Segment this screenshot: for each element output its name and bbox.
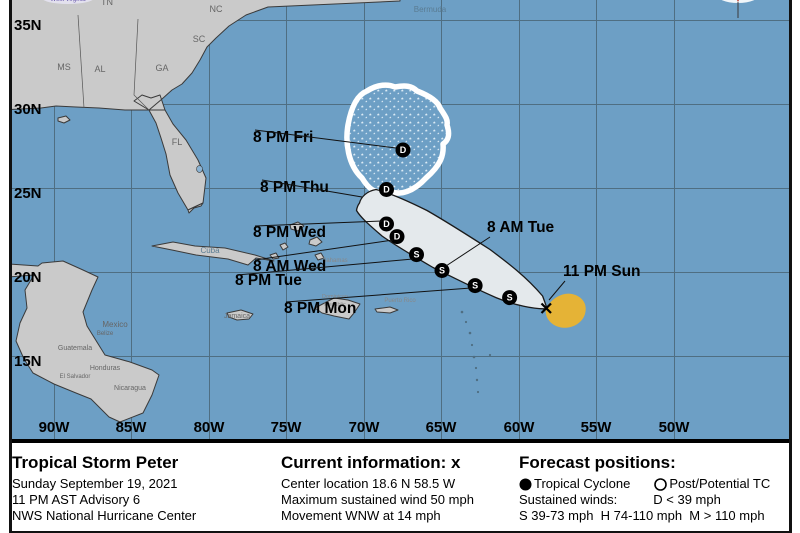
svg-text:Bermuda: Bermuda bbox=[414, 5, 447, 14]
svg-text:85W: 85W bbox=[116, 419, 148, 436]
svg-text:S: S bbox=[472, 281, 478, 291]
svg-text:S: S bbox=[507, 293, 513, 303]
svg-text:Puerto Rico: Puerto Rico bbox=[384, 298, 416, 304]
svg-text:35N: 35N bbox=[14, 17, 42, 34]
svg-text:80W: 80W bbox=[194, 419, 226, 436]
svg-text:AL: AL bbox=[94, 64, 105, 74]
svg-text:D: D bbox=[383, 185, 390, 195]
svg-text:Nicaragua: Nicaragua bbox=[114, 385, 146, 392]
svg-text:Belize: Belize bbox=[97, 331, 114, 337]
svg-text:50W: 50W bbox=[659, 419, 691, 436]
svg-text:8 PM Fri: 8 PM Fri bbox=[253, 129, 313, 146]
svg-text:8 PM Wed: 8 PM Wed bbox=[253, 224, 326, 241]
svg-text:20N: 20N bbox=[14, 269, 42, 286]
svg-text:Jamaica: Jamaica bbox=[224, 313, 250, 320]
svg-text:D: D bbox=[394, 232, 401, 242]
svg-text:11 PM Sun: 11 PM Sun bbox=[563, 263, 641, 280]
svg-text:Mexico: Mexico bbox=[102, 320, 128, 329]
svg-text:Cuba: Cuba bbox=[200, 246, 220, 255]
svg-text:15N: 15N bbox=[14, 353, 42, 370]
svg-text:Honduras: Honduras bbox=[90, 365, 121, 372]
svg-text:65W: 65W bbox=[426, 419, 458, 436]
svg-text:S: S bbox=[439, 266, 445, 276]
svg-text:8 PM Mon: 8 PM Mon bbox=[284, 300, 356, 317]
svg-text:NC: NC bbox=[210, 4, 223, 14]
svg-text:West Virginia: West Virginia bbox=[50, 0, 86, 3]
svg-text:90W: 90W bbox=[39, 419, 71, 436]
svg-text:25N: 25N bbox=[14, 185, 42, 202]
svg-text:Guatemala: Guatemala bbox=[58, 345, 92, 352]
svg-text:30N: 30N bbox=[14, 101, 42, 118]
svg-text:70W: 70W bbox=[349, 419, 381, 436]
svg-text:8 AM Tue: 8 AM Tue bbox=[487, 219, 555, 236]
svg-text:MS: MS bbox=[57, 62, 71, 72]
svg-text:FL: FL bbox=[172, 137, 183, 147]
svg-text:S: S bbox=[413, 250, 419, 260]
svg-text:D: D bbox=[400, 145, 407, 155]
svg-text:TN: TN bbox=[101, 0, 113, 7]
svg-text:SC: SC bbox=[193, 34, 206, 44]
svg-text:El Salvador: El Salvador bbox=[60, 374, 91, 380]
svg-text:55W: 55W bbox=[581, 419, 613, 436]
svg-text:D: D bbox=[383, 219, 390, 229]
svg-text:GA: GA bbox=[155, 63, 168, 73]
svg-text:75W: 75W bbox=[271, 419, 303, 436]
svg-text:60W: 60W bbox=[504, 419, 536, 436]
